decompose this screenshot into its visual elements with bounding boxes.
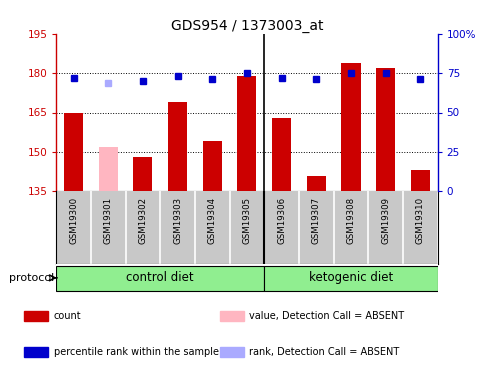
Text: GSM19301: GSM19301 bbox=[103, 197, 113, 244]
Text: GSM19304: GSM19304 bbox=[207, 197, 216, 244]
Text: ketogenic diet: ketogenic diet bbox=[308, 272, 392, 284]
Text: value, Detection Call = ABSENT: value, Detection Call = ABSENT bbox=[249, 310, 404, 321]
Text: control diet: control diet bbox=[126, 272, 194, 284]
Bar bbox=[237, 76, 256, 191]
FancyBboxPatch shape bbox=[264, 266, 437, 291]
Bar bbox=[24, 347, 48, 357]
Bar bbox=[220, 310, 243, 321]
Bar bbox=[99, 147, 118, 191]
Bar bbox=[203, 141, 222, 191]
Bar bbox=[24, 310, 48, 321]
Bar bbox=[133, 157, 152, 191]
Bar bbox=[341, 63, 360, 191]
Text: GSM19302: GSM19302 bbox=[138, 197, 147, 244]
Text: count: count bbox=[54, 310, 81, 321]
Text: GSM19305: GSM19305 bbox=[242, 197, 251, 244]
Text: GSM19306: GSM19306 bbox=[277, 197, 285, 244]
Text: GSM19309: GSM19309 bbox=[380, 197, 389, 244]
Bar bbox=[271, 118, 290, 191]
Bar bbox=[306, 176, 325, 191]
Bar bbox=[168, 102, 187, 191]
Bar bbox=[220, 347, 243, 357]
Text: protocol: protocol bbox=[8, 273, 54, 284]
Text: rank, Detection Call = ABSENT: rank, Detection Call = ABSENT bbox=[249, 347, 399, 357]
Text: GSM19308: GSM19308 bbox=[346, 197, 355, 244]
FancyBboxPatch shape bbox=[56, 266, 264, 291]
Text: GSM19307: GSM19307 bbox=[311, 197, 320, 244]
Title: GDS954 / 1373003_at: GDS954 / 1373003_at bbox=[170, 19, 323, 33]
Bar bbox=[375, 68, 394, 191]
Text: percentile rank within the sample: percentile rank within the sample bbox=[54, 347, 218, 357]
Text: GSM19300: GSM19300 bbox=[69, 197, 78, 244]
Bar bbox=[64, 112, 83, 191]
Text: GSM19303: GSM19303 bbox=[173, 197, 182, 244]
Text: GSM19310: GSM19310 bbox=[415, 197, 424, 244]
Bar bbox=[410, 170, 429, 191]
